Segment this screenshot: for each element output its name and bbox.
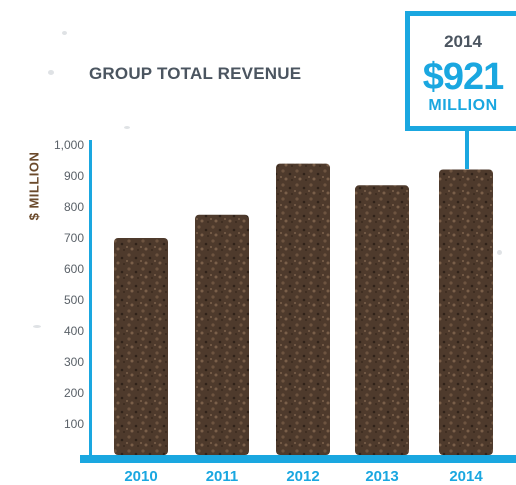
background-speck [62,31,67,35]
x-tick-label: 2014 [449,468,483,485]
x-axis-line [80,455,516,463]
bar-2011 [195,214,249,455]
y-tick-label: 700 [64,231,84,245]
background-speck [33,325,41,328]
y-tick-label: 900 [64,169,84,183]
y-tick-label: 100 [64,417,84,431]
y-tick-label: 300 [64,355,84,369]
chart-title: GROUP TOTAL REVENUE [89,64,302,83]
y-tick-label: 600 [64,262,84,276]
y-tick-label: 400 [64,324,84,338]
background-speck [497,250,502,255]
y-tick-label: 200 [64,386,84,400]
bar-2013 [355,185,409,456]
y-tick-label: 500 [64,293,84,307]
bar-2014 [439,169,493,456]
bar-2010 [114,238,168,455]
x-tick-label: 2013 [365,468,398,485]
y-tick-label: 1,000 [54,138,84,152]
bar-2012 [276,163,330,455]
callout-connector [465,131,469,169]
callout-value: $921 [422,56,505,98]
x-tick-label: 2011 [206,468,239,485]
callout-box: 2014 $921 MILLION [405,11,516,131]
x-tick-label: 2010 [124,468,157,485]
callout-unit: MILLION [428,97,498,114]
x-tick-label: 2012 [286,468,319,485]
y-axis-line [89,140,92,456]
y-tick-label: 800 [64,200,84,214]
background-speck [48,70,54,75]
callout-year: 2014 [444,32,482,51]
background-speck [124,126,130,129]
